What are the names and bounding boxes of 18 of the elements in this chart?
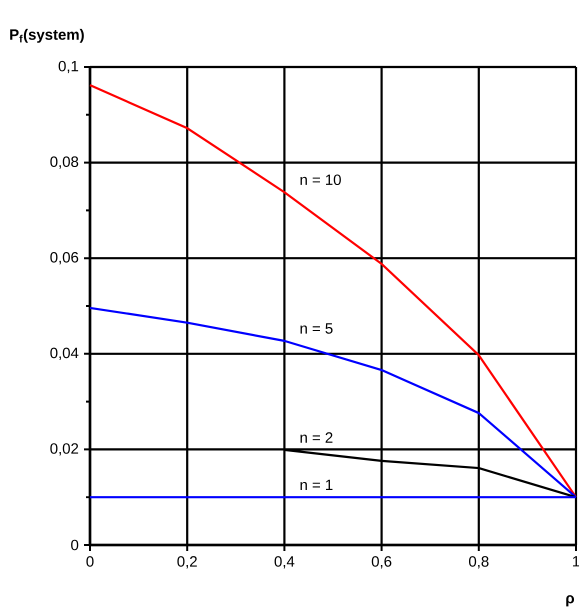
y-tick-label: 0,04 (50, 348, 78, 360)
series-label: n = 2 (300, 432, 332, 443)
x-axis-title: ρ (566, 595, 574, 606)
x-tick-label: 0,8 (468, 556, 489, 568)
x-tick-label: 0,2 (177, 556, 197, 568)
y-tick-label: 0,06 (50, 252, 78, 264)
series-label: n = 5 (300, 323, 333, 334)
x-tick-label: 0,6 (372, 556, 392, 568)
x-tick-label: 0 (86, 556, 94, 567)
series-label: n = 1 (300, 480, 332, 490)
y-axis-title: P$_{f}$(system) (10, 28, 84, 43)
series-label: n = 10 (300, 174, 341, 186)
y-tick-label: 0 (71, 540, 78, 550)
y-tick-label: 0,02 (50, 443, 78, 456)
x-tick-label: 0,4 (274, 556, 294, 568)
y-tick-label: 0,08 (50, 156, 78, 169)
x-tick-label: 1 (572, 556, 579, 566)
y-tick-label: 0,1 (58, 60, 78, 74)
